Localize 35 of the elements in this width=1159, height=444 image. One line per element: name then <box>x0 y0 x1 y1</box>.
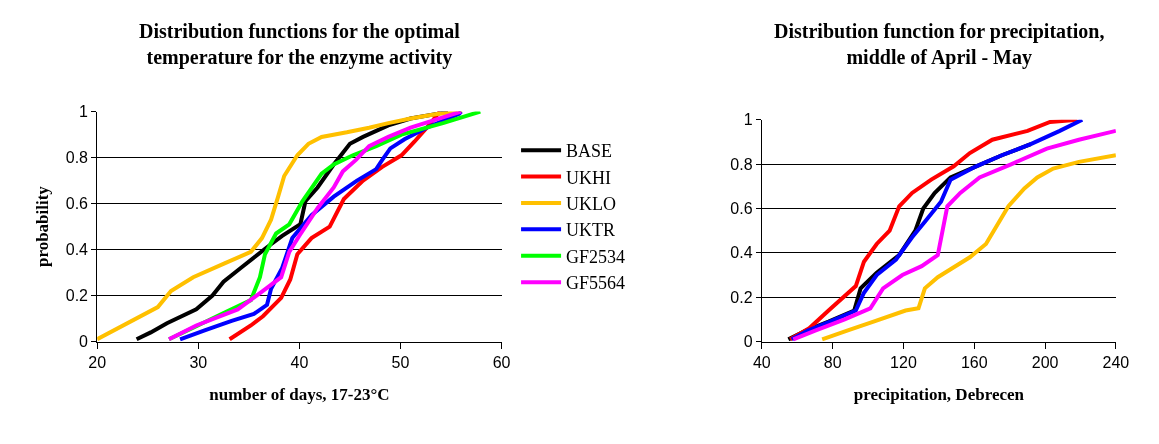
x-tick-label: 20 <box>88 353 107 371</box>
x-axis-title: number of days, 17-23°C <box>209 385 390 405</box>
x-tick-label: 40 <box>290 353 309 371</box>
legend-label: BASE <box>566 141 613 162</box>
legend-label: UKLO <box>566 193 617 214</box>
line-series <box>820 153 1116 342</box>
y-tick-label: 0.6 <box>730 200 753 218</box>
legend-label: GF5564 <box>566 273 626 294</box>
y-axis-title: probability <box>33 185 53 268</box>
y-tick-label: 0.8 <box>730 155 753 173</box>
y-tick-label: 0.2 <box>65 287 89 305</box>
x-tick-label: 60 <box>492 353 511 371</box>
y-tick-label: 0.4 <box>730 244 753 262</box>
x-tick-label: 30 <box>189 353 208 371</box>
x-tick-label: 50 <box>391 353 410 371</box>
y-tick-label: 0.6 <box>65 195 89 213</box>
y-tick-label: 0 <box>743 333 753 351</box>
x-tick-label: 40 <box>752 353 771 371</box>
y-tick-label: 1 <box>743 111 753 129</box>
y-tick-label: 0.8 <box>65 149 89 167</box>
legend-label: GF2534 <box>566 246 626 267</box>
x-axis-title: precipitation, Debrecen <box>853 385 1025 405</box>
y-tick-label: 0.2 <box>730 288 753 306</box>
legend-label: UKHI <box>566 167 612 188</box>
chart-title: Distribution function for precipitation, middle of April - May <box>774 20 1105 69</box>
x-tick-label: 120 <box>890 353 917 371</box>
x-tick-label: 240 <box>1102 353 1130 371</box>
chart-title: Distribution functions for the optimal temperature for the enzyme activity <box>139 20 461 69</box>
y-tick-label: 0.4 <box>65 241 89 259</box>
x-tick-label: 200 <box>1031 353 1059 371</box>
y-tick-label: 1 <box>79 103 89 121</box>
x-tick-label: 160 <box>960 353 988 371</box>
legend-label: UKTR <box>566 220 616 241</box>
y-tick-label: 0 <box>79 333 89 351</box>
x-tick-label: 80 <box>823 353 842 371</box>
